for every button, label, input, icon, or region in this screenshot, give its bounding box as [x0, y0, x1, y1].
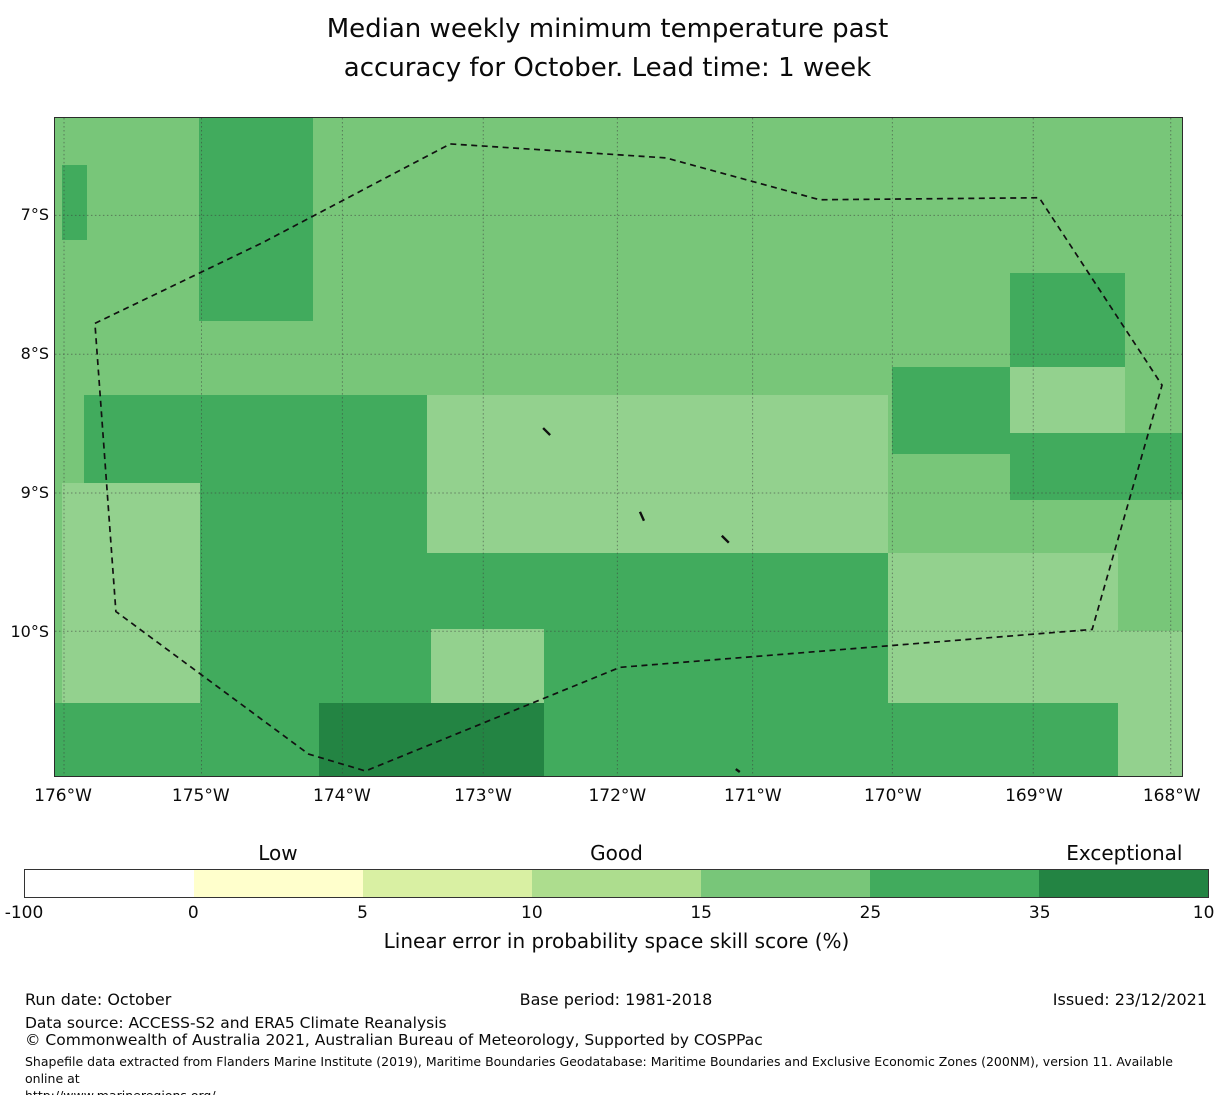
- island-marks: [542, 427, 741, 773]
- y-tick-label: 10°S: [10, 621, 49, 641]
- map-cell: [199, 118, 314, 322]
- colorbar-segment: [1039, 870, 1208, 897]
- map-plot-area: [54, 117, 1183, 777]
- x-tick-label: 174°W: [313, 786, 371, 806]
- colorbar-segment: [25, 870, 194, 897]
- colorbar-tick-label: 25: [859, 903, 882, 923]
- colorbar-tick-label: 0: [187, 903, 199, 923]
- x-tick-label: 173°W: [454, 786, 512, 806]
- colorbar-segment: [363, 870, 532, 897]
- colorbar: [24, 869, 1209, 898]
- run-date-text: Run date: October: [25, 990, 172, 1009]
- map-cell: [1009, 433, 1182, 500]
- map-cell: [61, 164, 87, 241]
- x-tick-label: 176°W: [34, 786, 92, 806]
- shapefile-attribution: Shapefile data extracted from Flanders M…: [25, 1053, 1195, 1095]
- eez-dashed-boundary: [94, 143, 1163, 772]
- colorbar-tick-label: 35: [1028, 903, 1051, 923]
- x-tick-label: 175°W: [171, 786, 230, 806]
- issued-date-text: Issued: 23/12/2021: [1052, 990, 1207, 1009]
- colorbar-tick-label: 5: [357, 903, 368, 923]
- x-tick-label: 169°W: [1005, 786, 1063, 806]
- lat-lon-gridlines: [55, 118, 1182, 776]
- map-cell: [426, 395, 888, 553]
- colorbar-segment: [194, 870, 363, 897]
- map-cell: [55, 702, 200, 776]
- map-cell: [61, 483, 201, 703]
- map-cell: [1009, 367, 1125, 434]
- shapefile-attribution-line1: Shapefile data extracted from Flanders M…: [25, 1054, 1173, 1086]
- map-cell: [887, 702, 1118, 776]
- colorbar-segment: [870, 870, 1039, 897]
- chart-title: Median weekly minimum temperature past a…: [0, 10, 1215, 88]
- colorbar-tick-label: -100: [4, 903, 44, 923]
- colorbar-category-label: Good: [590, 841, 643, 865]
- island-mark: [735, 768, 741, 773]
- map-cell: [892, 367, 1010, 455]
- map-cell: [887, 552, 1118, 703]
- footer-row-1: Run date: October Base period: 1981-2018…: [25, 990, 1207, 1009]
- x-tick-label: 170°W: [863, 786, 922, 806]
- x-tick-label: 172°W: [588, 786, 647, 806]
- colorbar-category-label: Low: [258, 841, 298, 865]
- x-tick-label: 171°W: [723, 786, 782, 806]
- data-source-text: Data source: ACCESS-S2 and ERA5 Climate …: [25, 1014, 447, 1032]
- y-tick-label: 8°S: [20, 343, 49, 363]
- y-tick-label: 9°S: [20, 483, 49, 503]
- map-cell: [431, 629, 545, 703]
- colorbar-axis-label: Linear error in probability space skill …: [383, 929, 850, 953]
- y-tick-label: 7°S: [20, 204, 49, 224]
- colorbar-tick-label: 10: [521, 903, 543, 923]
- skill-score-cells: [55, 118, 1182, 776]
- base-period-text: Base period: 1981-2018: [519, 990, 713, 1009]
- island-mark: [542, 427, 551, 436]
- colorbar-category-label: Exceptional: [1066, 841, 1183, 865]
- colorbar-segment: [532, 870, 701, 897]
- island-mark: [638, 511, 646, 522]
- colorbar-tick-label: 15: [690, 903, 712, 923]
- colorbar-tick-label: 100: [1192, 903, 1215, 923]
- chart-title-line1: Median weekly minimum temperature past: [326, 14, 889, 44]
- chart-title-line2: accuracy for October. Lead time: 1 week: [343, 53, 872, 83]
- map-cell: [1117, 631, 1182, 776]
- map-cell: [84, 395, 427, 484]
- x-tick-label: 168°W: [1142, 786, 1201, 806]
- shapefile-attribution-line2: http://www.marineregions.org/.: [25, 1087, 1195, 1095]
- copyright-text: © Commonwealth of Australia 2021, Austra…: [25, 1031, 763, 1049]
- map-cell: [1009, 273, 1125, 368]
- map-overlay: [55, 118, 1182, 776]
- island-mark: [720, 534, 730, 544]
- map-cell: [318, 702, 545, 776]
- colorbar-segment: [701, 870, 870, 897]
